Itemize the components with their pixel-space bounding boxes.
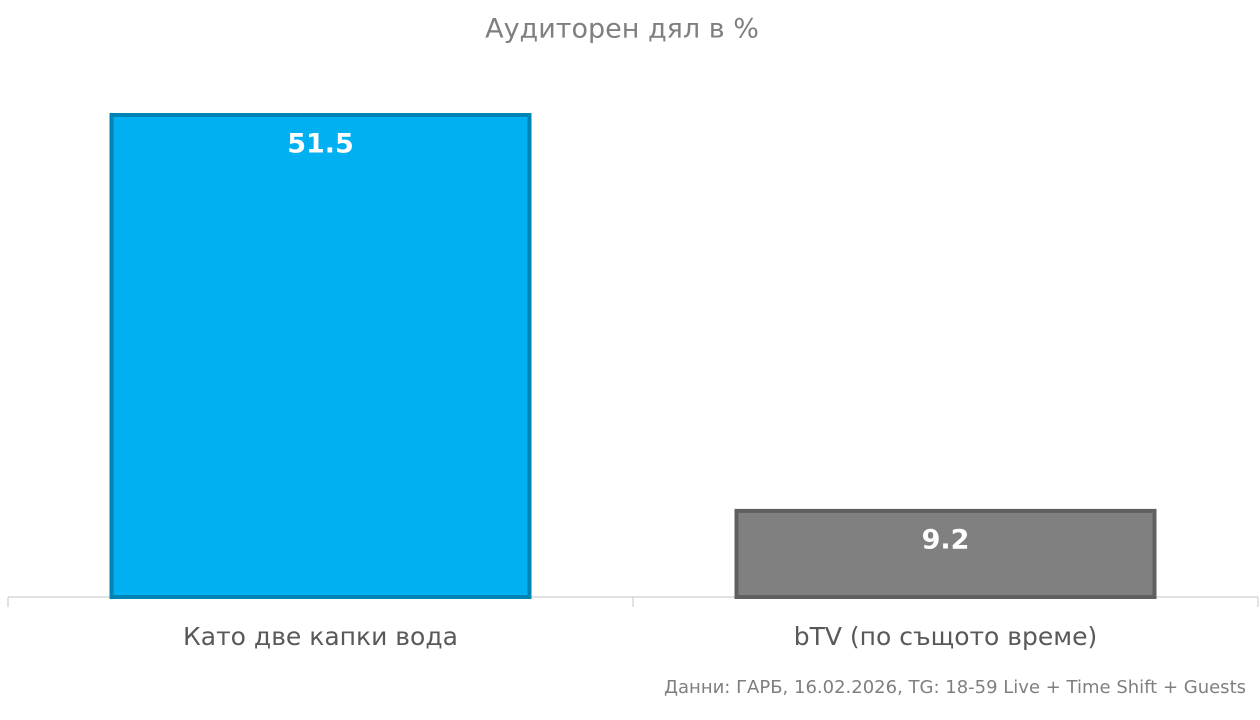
bar [109,113,532,599]
data-label: 51.5 [287,129,354,160]
data-label: 9.2 [922,524,970,555]
chart-title: Аудиторен дял в % [485,14,759,45]
x-tick-label: bTV (по същото време) [794,622,1098,651]
source-note: Данни: ГАРБ, 16.02.2026, TG: 18-59 Live … [664,677,1246,698]
bar [734,508,1157,599]
x-tick-label: Като две капки вода [183,622,458,651]
